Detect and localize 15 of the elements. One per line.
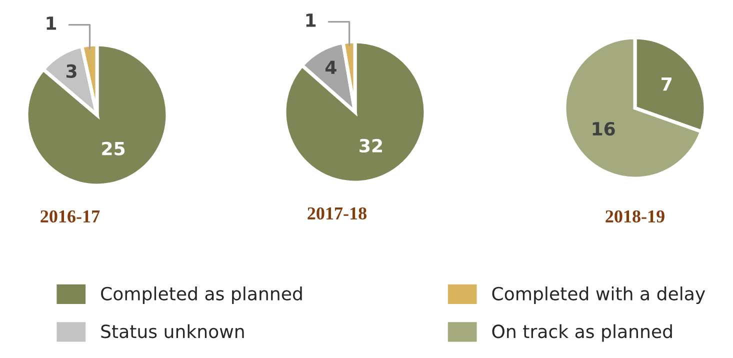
text: 2018-19 <box>606 210 664 223</box>
data-label: 4 <box>325 60 336 74</box>
legend-label: On track as planned <box>492 324 672 342</box>
legend-label: Completed with a delay <box>492 286 706 304</box>
data-label: 32 <box>360 138 382 153</box>
legend-label: Completed as planned <box>101 286 302 304</box>
data-label: 3 <box>66 64 76 78</box>
data-label: 1 <box>46 16 56 30</box>
data-label: 16 <box>592 122 615 136</box>
data-label: 1 <box>306 14 316 27</box>
legend-label: Status unknown <box>101 324 244 338</box>
data-label: 7 <box>662 77 672 91</box>
text: 2017-18 <box>308 207 366 220</box>
data-label: 25 <box>102 142 125 156</box>
text: 2016-17 <box>40 210 100 223</box>
